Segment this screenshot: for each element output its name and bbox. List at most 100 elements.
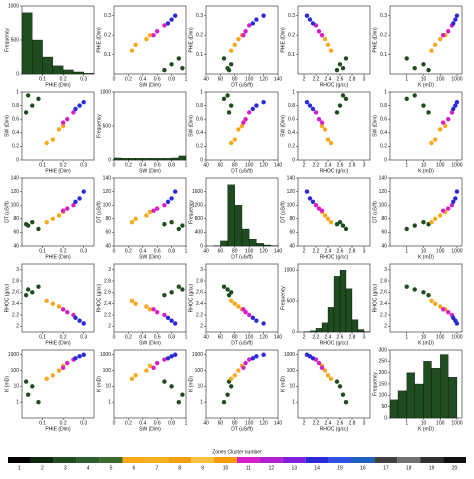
y-tick-label: 0.4	[380, 130, 387, 136]
colorbar-tick-label: 13	[291, 465, 297, 471]
y-tick-label: 40	[381, 243, 387, 249]
scatter-point	[344, 227, 348, 231]
colorbar-swatch	[123, 457, 146, 463]
scatter-point	[236, 368, 240, 372]
panel-frame	[390, 92, 462, 160]
scatter-point	[24, 222, 28, 226]
scatter-point	[36, 284, 40, 288]
x-tick-label: 2.8	[349, 248, 356, 254]
y-tick-label: 100	[379, 203, 388, 209]
scatter-point	[229, 103, 233, 107]
y-tick-label: 1	[292, 400, 295, 406]
scatter-point	[169, 220, 173, 224]
y-tick-label: 100	[379, 393, 388, 399]
y-axis-label: DT (uS/ft)	[96, 201, 102, 223]
scatter-point	[261, 100, 265, 104]
histogram-bar	[143, 158, 150, 160]
x-tick-label: 0.2	[125, 334, 132, 340]
colorbar-tick-label: 11	[246, 465, 251, 471]
scatter-point	[341, 66, 345, 70]
y-tick-label: 120	[11, 189, 20, 195]
x-tick-label: 2	[303, 76, 306, 82]
scatter-point	[433, 301, 437, 305]
y-tick-label: 0.2	[196, 32, 203, 38]
y-tick-label: 250	[379, 359, 388, 365]
y-axis-label: Frequency	[96, 114, 102, 138]
y-tick-label: 0.4	[12, 130, 19, 136]
x-tick-label: 1	[405, 248, 408, 254]
scatter-point	[405, 227, 409, 231]
histogram-bar	[164, 158, 171, 160]
panel-frame	[114, 92, 186, 160]
scatter-point	[243, 361, 247, 365]
y-tick-label: 1	[200, 400, 203, 406]
histogram-bar	[84, 73, 94, 74]
scatter-point	[222, 56, 226, 60]
x-tick-label: 0.8	[168, 420, 175, 426]
x-tick-label: 2	[303, 420, 306, 426]
x-tick-label: 0.3	[80, 162, 87, 168]
y-tick-label: 2	[108, 324, 111, 330]
scatter-point	[236, 304, 240, 308]
y-tick-label: 1000	[100, 352, 111, 358]
scatter-point	[236, 37, 240, 41]
scatter-point	[254, 103, 258, 107]
scatter-point	[233, 373, 237, 377]
x-tick-label: 120	[259, 76, 268, 82]
y-tick-label: 1	[384, 89, 387, 95]
scatter-point	[451, 316, 455, 320]
colorbar-label: Zones Cluster number	[212, 449, 262, 455]
scatter-point	[222, 400, 226, 404]
y-tick-label: 2.2	[196, 312, 203, 318]
scatter-point	[30, 290, 34, 294]
scatter-point	[251, 356, 255, 360]
y-tick-label: 100	[103, 368, 112, 374]
scatter-point	[36, 97, 40, 101]
scatter-point	[455, 189, 459, 193]
scatter-point	[429, 141, 433, 145]
scatter-point	[446, 206, 450, 210]
scatter-point	[51, 301, 55, 305]
y-tick-label: 0.8	[380, 103, 387, 109]
scatter-point	[151, 33, 155, 37]
histogram-bar	[448, 377, 457, 418]
y-tick-label: 1000	[284, 268, 295, 274]
y-tick-label: 0	[292, 329, 295, 335]
scatter-point	[130, 377, 134, 381]
x-tick-label: 0	[113, 162, 116, 168]
x-tick-label: 3	[363, 76, 366, 82]
histogram-bar	[340, 270, 346, 332]
y-tick-label: 0.6	[288, 117, 295, 123]
colorbar-tick-label: 14	[314, 465, 320, 471]
colorbar-swatch	[168, 457, 191, 463]
y-tick-label: 0	[108, 157, 111, 163]
scatter-point	[44, 141, 48, 145]
colorbar-tick-label: 15	[337, 465, 343, 471]
histogram-bar	[179, 156, 186, 160]
x-axis-label: SW (Dim)	[139, 168, 161, 174]
y-tick-label: 0.3	[380, 13, 387, 19]
y-axis-label: K (mD)	[96, 376, 102, 392]
y-tick-label: 80	[105, 216, 111, 222]
y-tick-label: 1	[200, 89, 203, 95]
scatter-point	[173, 321, 177, 325]
colorbar-swatch	[237, 457, 260, 463]
scatter-point	[251, 316, 255, 320]
x-tick-label: 0.8	[168, 162, 175, 168]
x-tick-label: 140	[274, 248, 283, 254]
scatter-point	[166, 200, 170, 204]
scatter-point	[421, 220, 425, 224]
y-tick-label: 3	[200, 267, 203, 273]
x-tick-label: 60	[218, 76, 224, 82]
scatter-point	[162, 379, 166, 383]
x-axis-label: SW (Dim)	[139, 340, 161, 346]
scatter-point	[82, 189, 86, 193]
y-tick-label: 500	[103, 123, 112, 129]
x-axis-label: SW (Dim)	[139, 426, 161, 432]
y-tick-label: 0	[384, 415, 387, 421]
scatter-point	[441, 307, 445, 311]
panel-frame	[390, 264, 462, 332]
x-axis-label: PHIE (Dim)	[45, 82, 71, 88]
y-tick-label: 0.4	[288, 130, 295, 136]
x-tick-label: 1000	[451, 334, 462, 340]
